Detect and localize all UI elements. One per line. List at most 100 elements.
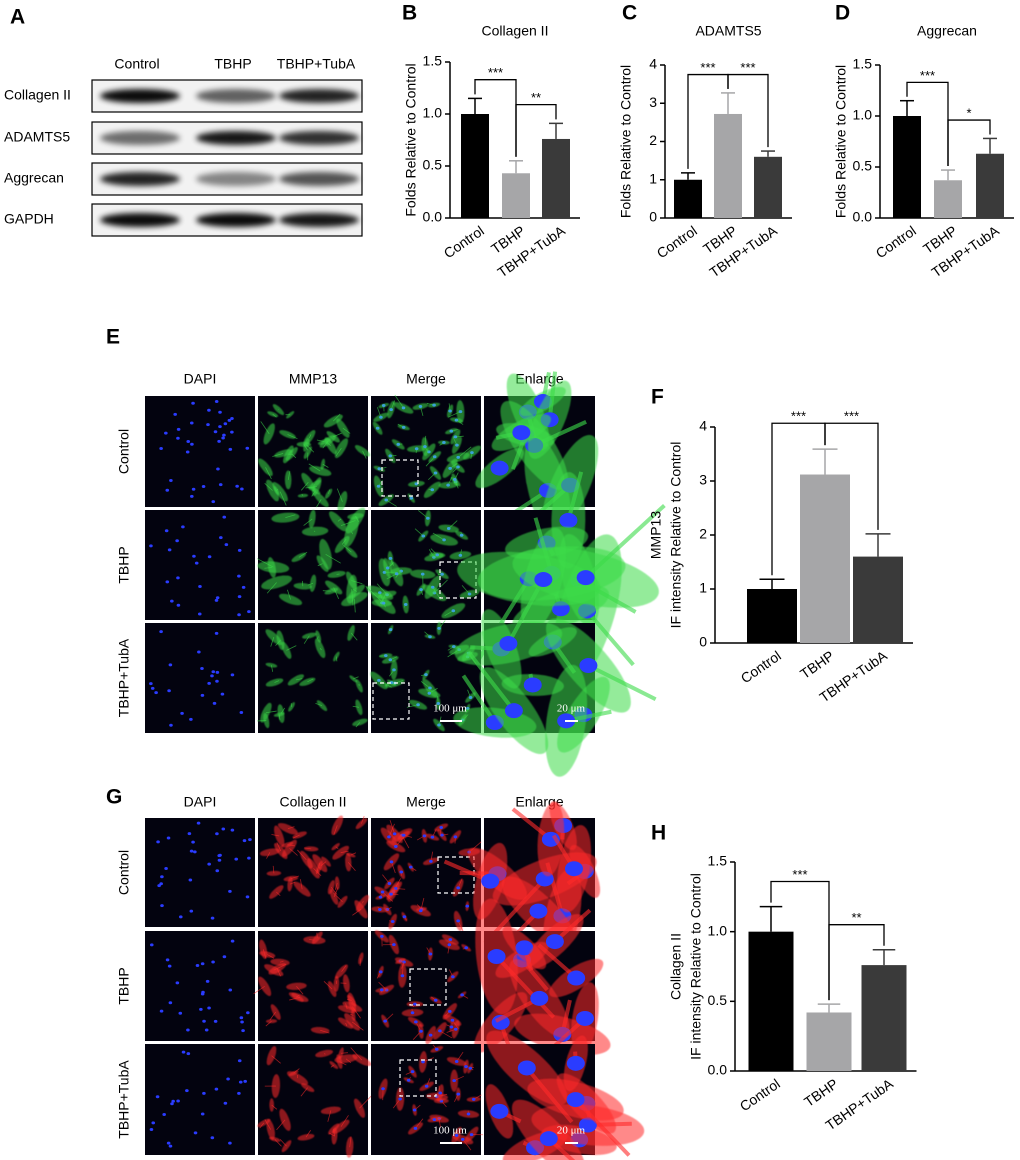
nucleus (248, 838, 252, 842)
nucleus (162, 1113, 166, 1117)
nucleus (468, 695, 473, 699)
nucleus (228, 889, 232, 893)
nucleus (378, 970, 383, 974)
cell-process (350, 1047, 363, 1061)
cell-process (335, 656, 338, 662)
nucleus (230, 673, 235, 677)
cell-process (432, 587, 441, 600)
nucleus (237, 1091, 241, 1095)
blot-row-label: Collagen II (4, 87, 71, 103)
nucleus (419, 588, 423, 592)
cell-process (256, 558, 274, 568)
nucleus (197, 612, 202, 616)
nucleus (245, 895, 250, 899)
nucleus (459, 533, 464, 537)
nucleus (159, 1009, 164, 1013)
nucleus (200, 1112, 205, 1116)
nucleus (237, 595, 242, 599)
cell-body (353, 1098, 366, 1118)
cell-process (265, 467, 272, 480)
cell-process (585, 609, 635, 667)
nucleus (389, 860, 394, 864)
nucleus (455, 443, 459, 447)
nucleus (217, 858, 222, 862)
nucleus (447, 943, 452, 947)
cell-process (333, 413, 341, 422)
cell-process (457, 920, 464, 933)
nucleus (228, 988, 233, 992)
nucleus (446, 527, 451, 531)
cell-process (415, 1118, 424, 1129)
nucleus (210, 674, 214, 678)
image-tile (145, 1044, 255, 1155)
cell-process (269, 1011, 277, 1021)
bar (853, 556, 903, 643)
nucleus (380, 934, 384, 938)
nucleus (237, 548, 242, 552)
nucleus (375, 426, 380, 430)
cell-process (336, 488, 343, 502)
nucleus (219, 536, 223, 540)
nucleus (421, 534, 426, 538)
nucleus (175, 981, 180, 985)
nucleus (394, 844, 398, 848)
nucleus (454, 1133, 459, 1137)
cell-body (270, 1004, 281, 1020)
cell-body (261, 575, 293, 590)
nucleus (239, 1016, 244, 1020)
cell-process (566, 471, 584, 521)
nucleus (410, 1011, 415, 1015)
cell-process (333, 432, 342, 438)
zoom-box (399, 1059, 437, 1097)
nucleus (428, 952, 433, 956)
row-label: Control (116, 429, 132, 474)
scale-bar-label: 100 μm (433, 1125, 467, 1137)
y-tick-label: 1 (699, 580, 707, 596)
cell-process (456, 1051, 464, 1062)
y-tick-label: 3 (699, 472, 707, 488)
cell-process (424, 435, 427, 447)
cell-process (341, 965, 347, 972)
y-tick-label: 0 (699, 634, 707, 650)
nucleus (529, 903, 548, 919)
nucleus (458, 410, 463, 414)
bar (747, 589, 797, 643)
nucleus (416, 703, 420, 707)
cell-process (341, 1052, 348, 1054)
cell-process (289, 996, 301, 1001)
nucleus (398, 1097, 402, 1101)
nucleus (160, 904, 164, 908)
nucleus (167, 548, 172, 552)
nucleus (446, 483, 450, 487)
cell-process (272, 453, 284, 457)
nucleus (432, 1118, 437, 1122)
y-tick-label: 3 (649, 94, 657, 110)
cell-process (350, 852, 357, 856)
x-tick-label: TBHP (797, 647, 837, 682)
panel-label: E (106, 326, 120, 349)
nucleus (388, 628, 393, 632)
image-tile (145, 510, 255, 620)
cell-process (457, 878, 463, 889)
nucleus (196, 821, 201, 825)
nucleus (453, 435, 458, 439)
cell-process (453, 1075, 464, 1082)
cell-process (333, 892, 343, 903)
nucleus (448, 938, 453, 942)
nucleus (186, 439, 191, 443)
y-tick-label: 0.5 (708, 992, 728, 1008)
cell-process (342, 427, 351, 434)
nucleus (157, 884, 161, 888)
nucleus (388, 454, 393, 458)
cell-process (317, 563, 323, 567)
cell-process (430, 851, 434, 862)
blot-row-label: ADAMTS5 (4, 129, 70, 145)
nucleus (211, 960, 215, 964)
nucleus (432, 403, 436, 407)
cell-process (427, 472, 436, 481)
nucleus (539, 1131, 558, 1147)
nucleus (380, 890, 385, 894)
nucleus (189, 909, 194, 913)
nucleus (458, 553, 463, 557)
blot-band (279, 172, 359, 186)
